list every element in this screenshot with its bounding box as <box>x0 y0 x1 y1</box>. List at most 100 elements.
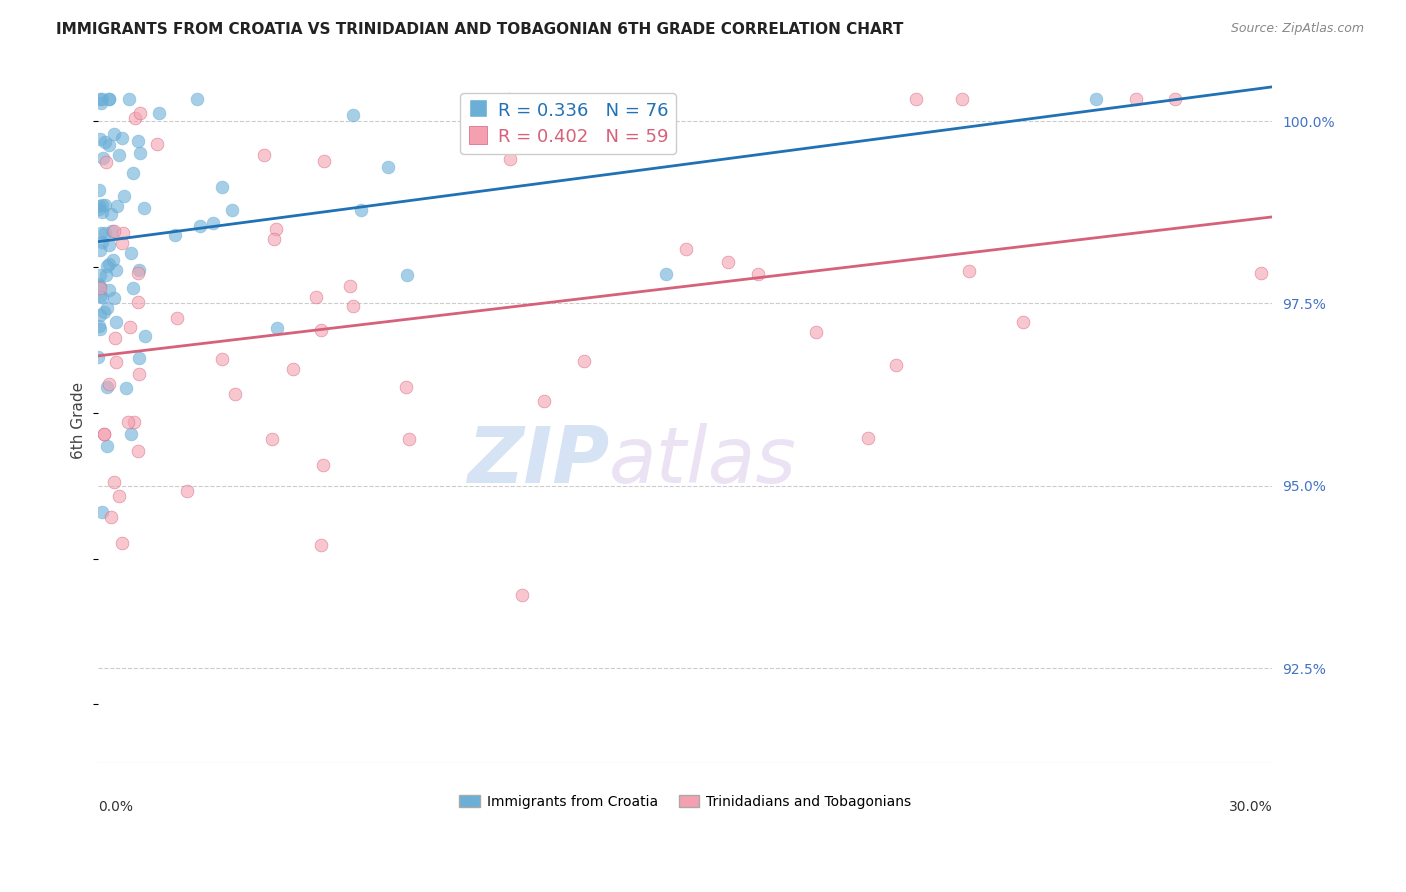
Point <box>122 166 145 180</box>
Point <box>1085 92 1108 106</box>
Point <box>309 323 332 337</box>
Point <box>186 92 208 106</box>
Point <box>103 224 125 238</box>
Text: atlas: atlas <box>609 423 797 500</box>
Point <box>675 243 697 257</box>
Point <box>97 257 120 271</box>
Point <box>100 510 122 524</box>
Point <box>124 112 146 126</box>
Point <box>312 153 335 168</box>
Point <box>264 222 287 236</box>
Point <box>377 160 399 174</box>
Y-axis label: 6th Grade: 6th Grade <box>72 382 86 458</box>
Point <box>89 92 111 106</box>
Point <box>221 203 243 218</box>
Point <box>260 433 283 447</box>
Point <box>263 232 285 246</box>
Point <box>122 281 145 295</box>
Point <box>342 299 364 313</box>
Point <box>188 219 211 234</box>
Point <box>101 252 124 267</box>
Point <box>118 92 141 106</box>
Point <box>97 138 120 153</box>
Point <box>111 131 134 145</box>
Point <box>111 236 134 251</box>
Point <box>804 325 827 339</box>
Point <box>90 227 112 241</box>
Point <box>905 92 928 106</box>
Point <box>499 152 522 166</box>
Point <box>305 290 328 304</box>
Point <box>884 358 907 372</box>
Point <box>1012 315 1035 329</box>
Point <box>115 381 138 395</box>
Point <box>93 426 115 441</box>
Point <box>510 588 533 602</box>
Point <box>89 322 111 336</box>
Point <box>127 266 149 280</box>
Point <box>93 151 115 165</box>
Point <box>396 268 419 282</box>
Point <box>266 320 288 334</box>
Point <box>950 92 973 106</box>
Point <box>224 387 246 401</box>
Point <box>87 319 110 334</box>
Point <box>97 284 120 298</box>
Point <box>128 351 150 366</box>
Point <box>166 310 188 325</box>
Point <box>104 315 127 329</box>
Point <box>856 431 879 445</box>
Point <box>89 183 111 197</box>
Point <box>94 135 117 149</box>
Point <box>89 308 111 322</box>
Point <box>309 537 332 551</box>
Point <box>87 199 110 213</box>
Point <box>93 305 115 319</box>
Point <box>89 132 111 146</box>
Point <box>281 362 304 376</box>
Point <box>103 475 125 489</box>
Point <box>91 290 114 304</box>
Point <box>91 235 114 249</box>
Point <box>1164 92 1187 106</box>
Point <box>107 490 129 504</box>
Point <box>654 267 676 281</box>
Point <box>98 92 121 106</box>
Point <box>339 279 361 293</box>
Point <box>87 350 110 364</box>
Point <box>112 226 135 240</box>
Point <box>89 244 111 258</box>
Point <box>93 427 115 442</box>
Point <box>90 205 112 219</box>
Point <box>108 148 131 162</box>
Text: IMMIGRANTS FROM CROATIA VS TRINIDADIAN AND TOBAGONIAN 6TH GRADE CORRELATION CHAR: IMMIGRANTS FROM CROATIA VS TRINIDADIAN A… <box>56 22 904 37</box>
Point <box>105 354 128 368</box>
Point <box>128 367 150 381</box>
Point <box>97 377 120 392</box>
Point <box>253 148 276 162</box>
Point <box>87 202 110 216</box>
Point <box>128 146 150 161</box>
Point <box>957 264 980 278</box>
Point <box>1125 92 1147 106</box>
Point <box>94 154 117 169</box>
Point <box>104 331 127 345</box>
Point <box>127 134 149 148</box>
Point <box>146 137 169 152</box>
Point <box>342 107 364 121</box>
Point <box>127 295 149 310</box>
Point <box>129 106 152 120</box>
Point <box>98 237 121 252</box>
Point <box>117 415 139 429</box>
Point <box>114 189 136 203</box>
Legend: Immigrants from Croatia, Trinidadians and Tobagonians: Immigrants from Croatia, Trinidadians an… <box>453 789 917 814</box>
Point <box>103 292 125 306</box>
Point <box>100 224 122 238</box>
Point <box>93 198 115 212</box>
Point <box>747 267 769 281</box>
Point <box>120 427 142 442</box>
Point <box>103 127 125 141</box>
Point <box>111 535 134 549</box>
Point <box>176 484 198 499</box>
Point <box>165 228 187 243</box>
